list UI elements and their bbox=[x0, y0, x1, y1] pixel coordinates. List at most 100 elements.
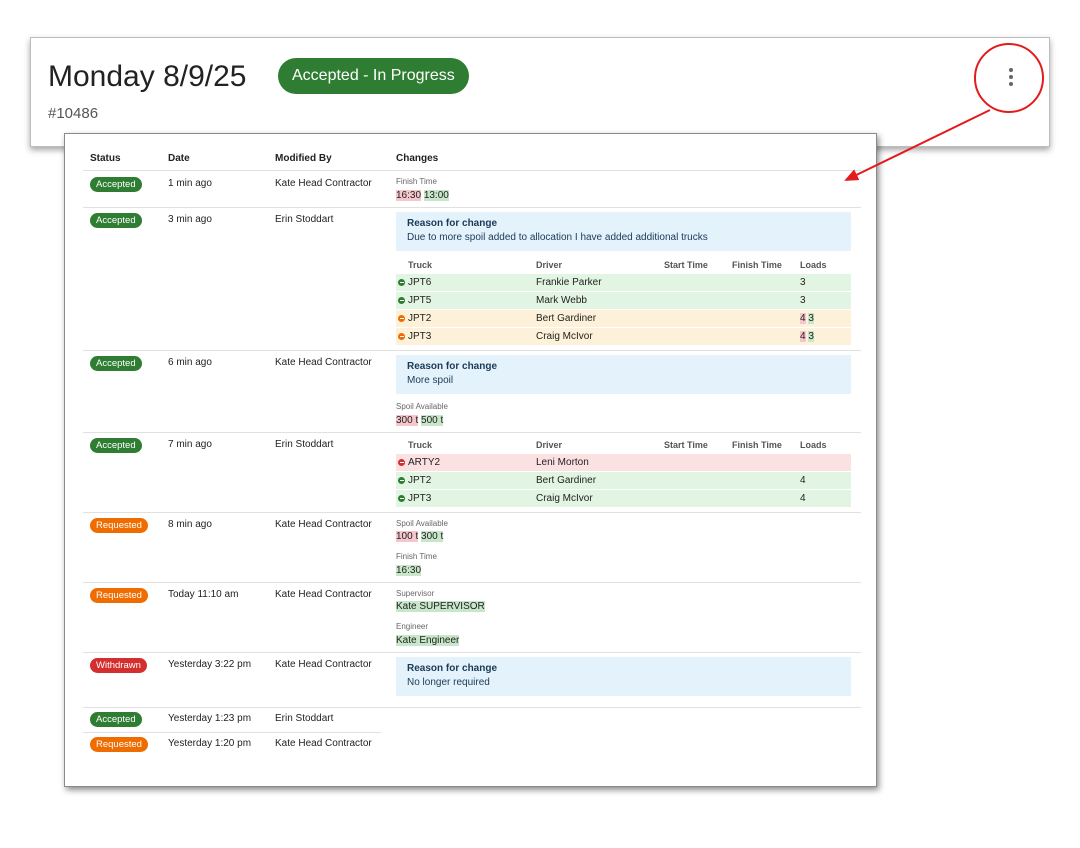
old-value: 4 bbox=[800, 331, 806, 342]
loads-col-header: Loads bbox=[800, 260, 827, 270]
truck-row: ARTY2 Leni Morton bbox=[396, 454, 851, 472]
driver-name: Mark Webb bbox=[536, 295, 587, 306]
status-badge: Accepted bbox=[90, 712, 142, 727]
status-badge: Accepted bbox=[90, 177, 142, 192]
new-value: 500 t bbox=[421, 415, 444, 426]
new-value: 3 bbox=[808, 313, 814, 324]
date-cell: 8 min ago bbox=[168, 519, 212, 530]
change-field-label: Spoil Available bbox=[396, 519, 448, 528]
status-badge: Requested bbox=[90, 518, 148, 533]
date-cell: 3 min ago bbox=[168, 214, 212, 225]
driver-name: Craig McIvor bbox=[536, 331, 593, 342]
truck-name: JPT3 bbox=[408, 493, 432, 504]
new-value: 13:00 bbox=[423, 190, 449, 201]
modified-by-cell: Kate Head Contractor bbox=[275, 357, 372, 368]
divider bbox=[83, 652, 861, 653]
modified-by-cell: Kate Head Contractor bbox=[275, 659, 372, 670]
date-cell: Today 11:10 am bbox=[168, 589, 239, 600]
status-badge: Accepted bbox=[90, 356, 142, 371]
divider bbox=[83, 432, 861, 433]
driver-name: Bert Gardiner bbox=[536, 313, 597, 324]
loads-value: 4 bbox=[800, 493, 806, 504]
new-value: 300 t bbox=[421, 531, 444, 542]
old-value: 16:30 bbox=[396, 190, 422, 201]
divider bbox=[83, 512, 861, 513]
added-icon bbox=[398, 477, 405, 484]
truck-col-header: Truck bbox=[408, 260, 433, 270]
truck-name: ARTY2 bbox=[408, 457, 441, 468]
truck-row: JPT3 Craig McIvor 4 bbox=[396, 490, 851, 508]
change-values: 100 t 300 t bbox=[396, 531, 444, 542]
truck-name: JPT6 bbox=[408, 277, 432, 288]
added-icon bbox=[398, 279, 405, 286]
col-header-changes: Changes bbox=[396, 153, 439, 164]
truck-table-header: Truck Driver Start Time Finish Time Load… bbox=[396, 440, 851, 454]
truck-row: JPT2 Bert Gardiner 4 bbox=[396, 472, 851, 490]
modified-by-cell: Erin Stoddart bbox=[275, 713, 334, 724]
modified-by-cell: Erin Stoddart bbox=[275, 214, 334, 225]
reason-box: Reason for change More spoil bbox=[396, 355, 851, 394]
start-col-header: Start Time bbox=[664, 440, 708, 450]
more-vert-icon[interactable] bbox=[991, 56, 1031, 98]
change-field-label: Spoil Available bbox=[396, 402, 448, 411]
modified-by-cell: Kate Head Contractor bbox=[275, 738, 372, 749]
added-icon bbox=[398, 297, 405, 304]
modified-by-cell: Kate Head Contractor bbox=[275, 178, 372, 189]
change-field-label: Finish Time bbox=[396, 552, 437, 561]
modified-by-cell: Erin Stoddart bbox=[275, 439, 334, 450]
change-values: 16:30 13:00 bbox=[396, 190, 449, 201]
change-values: 16:30 bbox=[396, 565, 422, 576]
status-badge: Requested bbox=[90, 737, 148, 752]
new-value: Kate SUPERVISOR bbox=[396, 601, 485, 612]
truck-name: JPT2 bbox=[408, 313, 432, 324]
change-values: 300 t 500 t bbox=[396, 415, 444, 426]
divider bbox=[83, 582, 861, 583]
col-header-modified-by: Modified By bbox=[275, 153, 332, 164]
truck-col-header: Truck bbox=[408, 440, 433, 450]
date-cell: Yesterday 1:20 pm bbox=[168, 738, 252, 749]
loads-value: 3 bbox=[800, 295, 806, 306]
truck-changes-table: Truck Driver Start Time Finish Time Load… bbox=[396, 260, 851, 346]
status-badge: Accepted bbox=[90, 438, 142, 453]
date-cell: Yesterday 1:23 pm bbox=[168, 713, 252, 724]
driver-name: Leni Morton bbox=[536, 457, 589, 468]
divider bbox=[83, 207, 861, 208]
change-field-label: Finish Time bbox=[396, 177, 437, 186]
truck-row: JPT2 Bert Gardiner 4 3 bbox=[396, 310, 851, 328]
date-cell: 6 min ago bbox=[168, 357, 212, 368]
start-col-header: Start Time bbox=[664, 260, 708, 270]
change-values: Kate Engineer bbox=[396, 635, 460, 646]
reason-text: No longer required bbox=[407, 677, 490, 688]
status-badge: Accepted bbox=[90, 213, 142, 228]
old-value: 300 t bbox=[396, 415, 419, 426]
truck-name: JPT2 bbox=[408, 475, 432, 486]
divider bbox=[83, 170, 861, 171]
reason-title: Reason for change bbox=[407, 218, 498, 229]
change-field-label: Engineer bbox=[396, 622, 429, 631]
changed-icon bbox=[398, 333, 405, 340]
reason-text: Due to more spoil added to allocation I … bbox=[407, 232, 708, 243]
col-header-date: Date bbox=[168, 153, 190, 164]
date-cell: 7 min ago bbox=[168, 439, 212, 450]
change-field-label: Supervisor bbox=[396, 589, 435, 598]
status-badge: Requested bbox=[90, 588, 148, 603]
new-value: Kate Engineer bbox=[396, 635, 460, 646]
driver-name: Craig McIvor bbox=[536, 493, 593, 504]
divider bbox=[83, 707, 861, 708]
added-icon bbox=[398, 495, 405, 502]
changed-icon bbox=[398, 315, 405, 322]
finish-col-header: Finish Time bbox=[732, 440, 782, 450]
driver-name: Bert Gardiner bbox=[536, 475, 597, 486]
old-value: 100 t bbox=[396, 531, 419, 542]
truck-name: JPT3 bbox=[408, 331, 432, 342]
modified-by-cell: Kate Head Contractor bbox=[275, 589, 372, 600]
driver-name: Frankie Parker bbox=[536, 277, 602, 288]
reason-box: Reason for change Due to more spoil adde… bbox=[396, 212, 851, 251]
finish-col-header: Finish Time bbox=[732, 260, 782, 270]
page-title: Monday 8/9/25 bbox=[48, 60, 247, 93]
truck-name: JPT5 bbox=[408, 295, 432, 306]
reason-title: Reason for change bbox=[407, 663, 498, 674]
booking-header-card: Monday 8/9/25 Accepted - In Progress #10… bbox=[30, 37, 1050, 147]
reason-box: Reason for change No longer required bbox=[396, 657, 851, 696]
removed-icon bbox=[398, 459, 405, 466]
